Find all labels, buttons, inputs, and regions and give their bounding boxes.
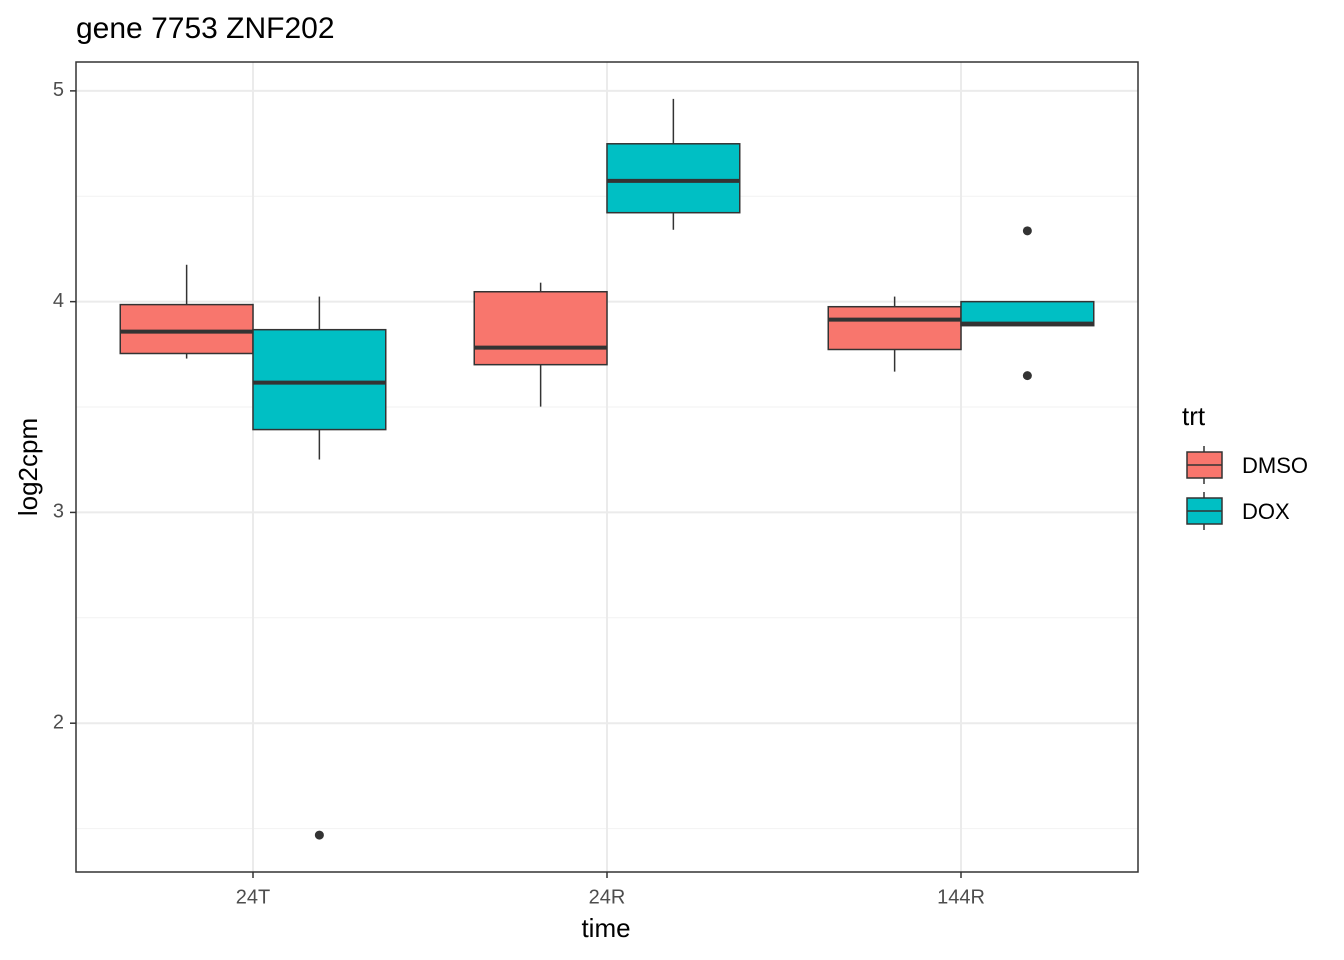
y-axis-title: log2cpm bbox=[13, 418, 43, 516]
panel-border bbox=[75, 61, 1139, 873]
box bbox=[606, 143, 741, 214]
box bbox=[827, 305, 962, 351]
x-axis-title: time bbox=[581, 913, 630, 943]
chart-title: gene 7753 ZNF202 bbox=[76, 12, 335, 45]
y-tick-label: 3 bbox=[53, 501, 64, 523]
box bbox=[252, 328, 387, 431]
y-tick-label: 2 bbox=[53, 711, 64, 733]
outlier bbox=[1022, 371, 1032, 381]
y-tick-label: 4 bbox=[53, 290, 64, 312]
outlier bbox=[314, 830, 324, 840]
x-tick-label: 144R bbox=[937, 886, 985, 908]
x-tick-label: 24T bbox=[236, 886, 270, 908]
box bbox=[473, 290, 608, 366]
legend-label: DMSO bbox=[1242, 453, 1308, 478]
box bbox=[119, 303, 254, 355]
x-tick-label: 24R bbox=[589, 886, 626, 908]
outlier bbox=[1022, 226, 1032, 236]
legend-title: trt bbox=[1182, 401, 1206, 431]
y-tick-label: 5 bbox=[53, 79, 64, 101]
legend-label: DOX bbox=[1242, 499, 1290, 524]
